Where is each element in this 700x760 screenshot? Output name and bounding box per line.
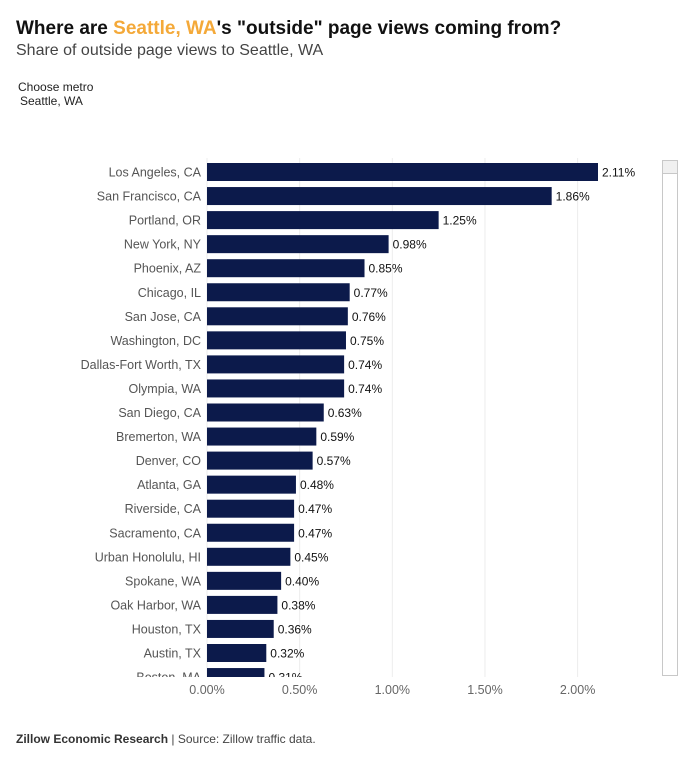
value-label: 0.36% [278,622,312,636]
bar[interactable] [207,644,267,662]
value-label: 0.74% [348,382,382,396]
value-label: 2.11% [602,166,635,180]
category-label: Olympia, WA [129,382,202,396]
bar[interactable] [207,163,598,181]
value-label: 0.32% [270,647,304,661]
title-metro-highlight: Seattle, WA [113,18,217,39]
x-axis: 0.00% 0.50% 1.00% 1.50% 2.00% [189,683,595,697]
bar[interactable] [207,475,296,494]
category-label: Boston, MA [136,671,201,685]
category-label: Dallas-Fort Worth, TX [81,358,202,372]
bar[interactable] [207,331,346,350]
value-label: 1.86% [556,190,590,204]
category-label: San Diego, CA [118,406,201,420]
bar[interactable] [207,427,317,446]
category-label: Sacramento, CA [109,526,201,540]
title-suffix: 's "outside" page views coming from? [216,18,562,39]
value-label: 1.25% [443,214,477,228]
category-label: Bremerton, WA [116,430,202,444]
value-label: 0.76% [352,310,386,324]
bar-chart: Los Angeles, CA 2.11% San Francisco, CA 1.8… [81,158,636,697]
value-label: 0.48% [300,478,334,492]
footer-separator: | [168,732,178,746]
x-tick-label: 1.00% [375,683,410,697]
metro-select[interactable]: Seattle, WA [20,94,83,108]
value-label: 0.75% [350,334,384,348]
category-label: Urban Honolulu, HI [95,550,201,564]
category-label: Washington, DC [110,334,201,348]
category-label: Los Angeles, CA [109,166,202,180]
value-label: 0.47% [298,526,332,540]
value-label: 0.59% [320,430,354,444]
bar[interactable] [207,547,291,566]
value-label: 0.74% [348,358,382,372]
bar[interactable] [207,499,295,518]
value-label: 0.77% [354,286,388,300]
chart-scrollbar[interactable] [662,160,678,676]
category-label: Denver, CO [136,454,202,468]
bar[interactable] [207,403,324,422]
title-prefix: Where are [16,18,114,39]
bars [207,163,598,686]
category-label: San Jose, CA [125,310,202,324]
x-tick-label: 0.50% [282,683,317,697]
value-label: 0.38% [281,598,315,612]
value-label: 0.85% [369,262,403,276]
category-label: Oak Harbor, WA [110,598,201,612]
bar[interactable] [207,235,389,254]
value-label: 0.63% [328,406,362,420]
value-label: 0.98% [393,238,427,252]
chart-subtitle: Share of outside page views to Seattle, … [16,42,324,59]
bar[interactable] [207,283,350,302]
bar[interactable] [207,595,278,614]
bar[interactable] [207,523,295,542]
value-label: 0.40% [285,574,319,588]
category-label: San Francisco, CA [97,190,202,204]
scrollbar-thumb[interactable] [663,161,677,174]
category-label: Portland, OR [129,214,201,228]
x-tick-label: 2.00% [560,683,595,697]
labels: Los Angeles, CA 2.11% San Francisco, CA 1.8… [81,166,636,685]
bar[interactable] [207,451,313,470]
bar[interactable] [207,211,439,230]
bar[interactable] [207,307,348,326]
bar[interactable] [207,668,265,686]
x-tick-label: 0.00% [189,683,224,697]
category-label: Riverside, CA [125,502,202,516]
metro-select-label: Choose metro [18,80,94,94]
footer-org: Zillow Economic Research [16,732,169,746]
category-label: Houston, TX [132,622,202,636]
value-label: 0.45% [294,550,328,564]
bar[interactable] [207,187,552,206]
category-label: Atlanta, GA [137,478,202,492]
category-label: Phoenix, AZ [134,262,202,276]
footer: Zillow Economic Research | Source: Zillo… [16,732,316,746]
category-label: Spokane, WA [125,574,202,588]
bar[interactable] [207,259,365,278]
x-tick-label: 1.50% [467,683,502,697]
bar[interactable] [207,619,274,638]
value-label: 0.47% [298,502,332,516]
value-label: 0.31% [268,671,302,685]
category-label: Austin, TX [144,647,202,661]
category-label: New York, NY [124,238,202,252]
value-label: 0.57% [317,454,351,468]
bar[interactable] [207,571,282,590]
footer-source: Source: Zillow traffic data. [177,732,316,746]
bar[interactable] [207,355,345,374]
category-label: Chicago, IL [138,286,201,300]
bar[interactable] [207,379,345,398]
chart-title: Where are Seattle, WA's "outside" page v… [16,18,561,40]
